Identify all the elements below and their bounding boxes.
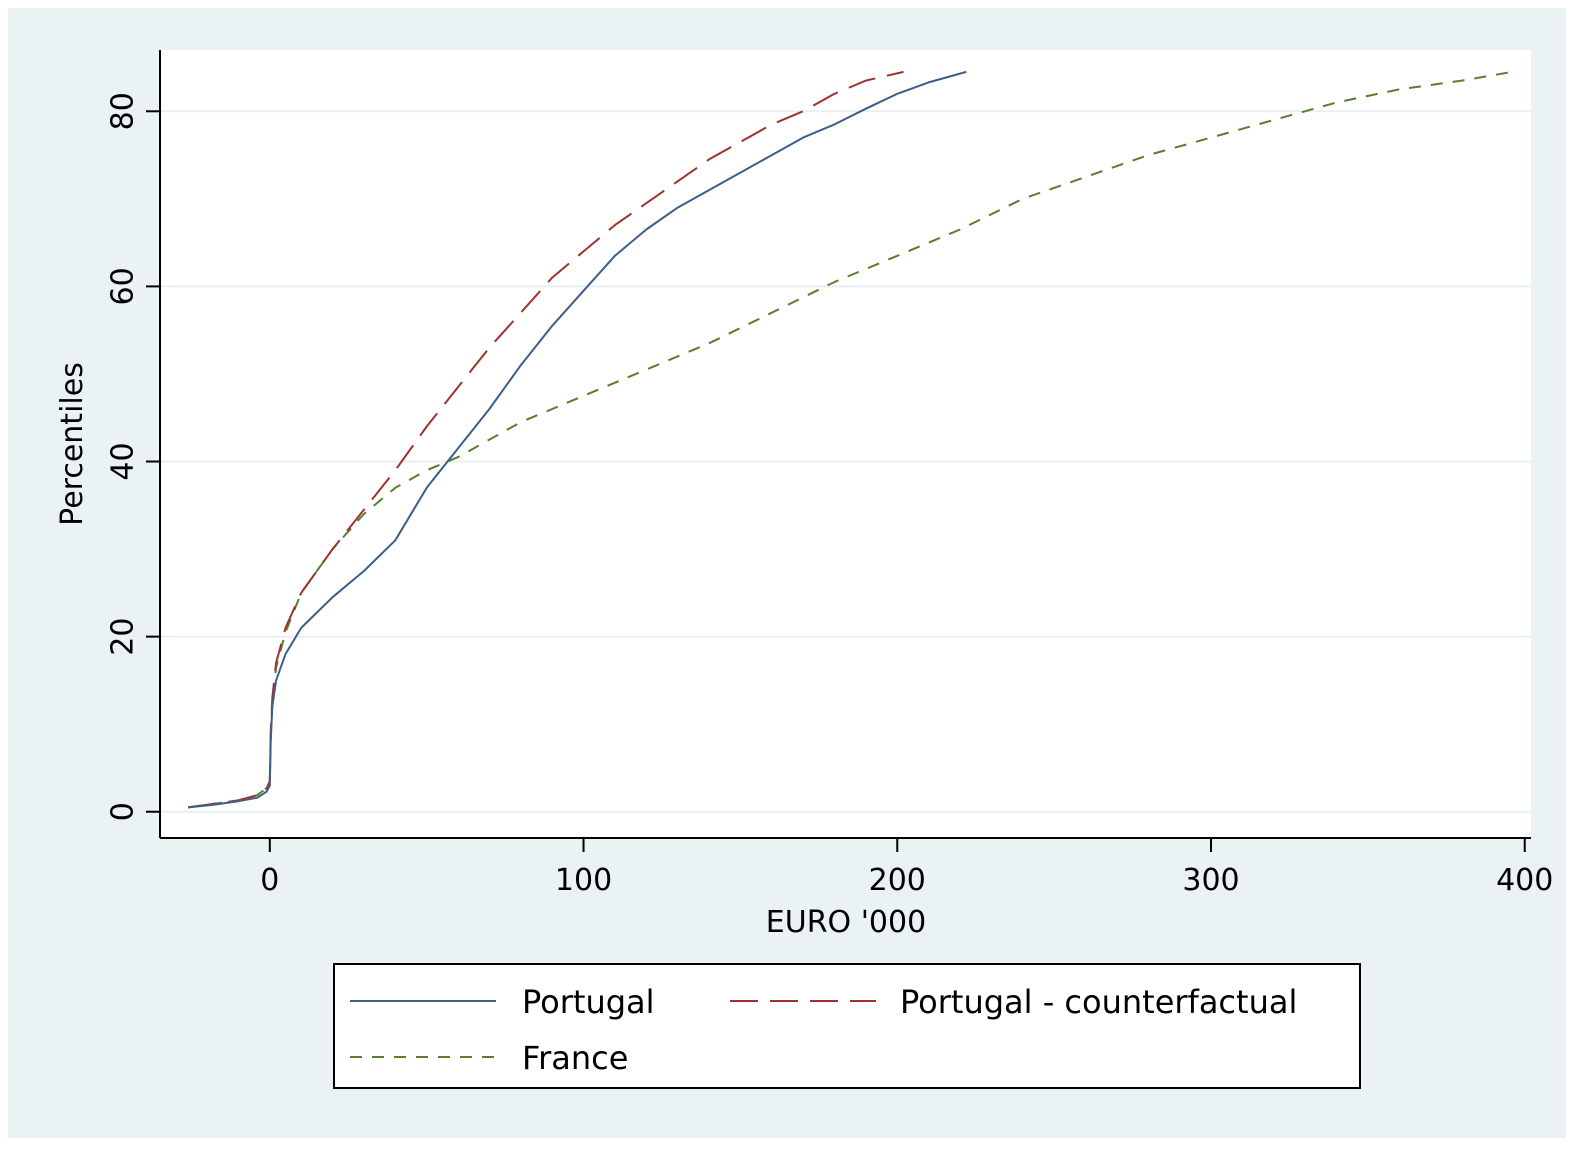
legend-box: [333, 963, 1361, 1089]
legend-label-portugal-counterfactual: Portugal - counterfactual: [900, 983, 1297, 1021]
series-line-portugal: [188, 70, 967, 809]
grid-lines: [160, 110, 1531, 813]
x-tick-label-200: 200: [869, 863, 926, 898]
x-tick-label-400: 400: [1496, 863, 1553, 898]
x-tick-label-300: 300: [1182, 863, 1239, 898]
x-tick-label-100: 100: [555, 863, 612, 898]
y-tick-label-40: 40: [106, 442, 141, 480]
y-tick-label-0: 0: [106, 802, 141, 821]
data-series: [188, 70, 1513, 809]
y-tick-label-60: 60: [106, 267, 141, 305]
y-tick-label-20: 20: [106, 618, 141, 656]
legend-label-portugal: Portugal: [522, 983, 655, 1021]
legend: Portugal Portugal - counterfactual Franc…: [333, 963, 1361, 1089]
legend-label-france: France: [522, 1039, 628, 1077]
y-tick-label-80: 80: [106, 92, 141, 130]
x-tick-label-0: 0: [260, 863, 279, 898]
axis-ticks: 0 20 40 60 80 0 100 200 300 400: [106, 92, 1554, 898]
x-axis-title: EURO '000: [766, 905, 926, 940]
y-axis-title: Percentiles: [55, 362, 90, 526]
plot-area: [160, 50, 1531, 838]
